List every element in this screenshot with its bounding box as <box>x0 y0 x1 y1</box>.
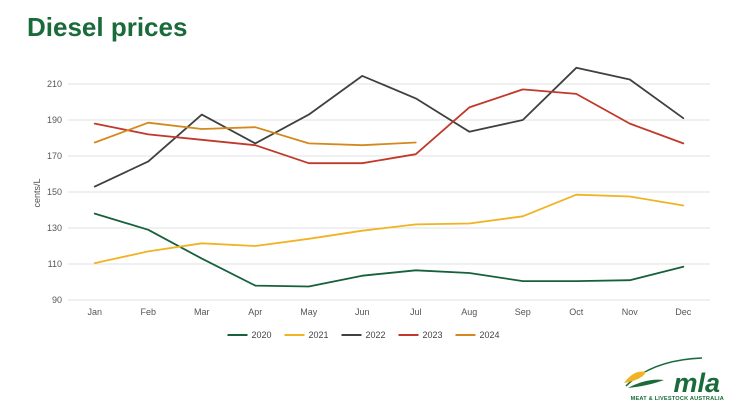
x-tick-label-may: May <box>300 307 318 317</box>
y-tick-label-170: 170 <box>47 151 62 161</box>
x-tick-label-jan: Jan <box>87 307 102 317</box>
series-line-2021 <box>93 193 685 265</box>
y-tick-label-90: 90 <box>52 295 62 305</box>
legend-item-2023: 2023 <box>398 330 443 340</box>
mla-wordmark: mla <box>673 368 720 398</box>
x-tick-label-aug: Aug <box>461 307 477 317</box>
x-tick-label-dec: Dec <box>675 307 692 317</box>
legend-label-2020: 2020 <box>252 330 272 340</box>
y-tick-label-150: 150 <box>47 187 62 197</box>
y-tick-label-110: 110 <box>48 259 62 269</box>
legend-label-2024: 2024 <box>480 330 500 340</box>
chart-series-lines <box>93 66 685 288</box>
x-tick-label-jul: Jul <box>410 307 422 317</box>
legend-label-2021: 2021 <box>309 330 329 340</box>
legend-item-2024: 2024 <box>455 330 500 340</box>
x-tick-label-feb: Feb <box>140 307 156 317</box>
y-tick-label-130: 130 <box>47 223 62 233</box>
series-line-2023 <box>93 88 685 165</box>
mla-logo-mark: mla <box>624 357 720 398</box>
legend-label-2023: 2023 <box>423 330 443 340</box>
mla-tagline: MEAT & LIVESTOCK AUSTRALIA <box>630 396 724 402</box>
series-line-2022 <box>93 66 685 188</box>
series-line-2024 <box>93 121 417 147</box>
legend-label-2022: 2022 <box>366 330 386 340</box>
mla-logo: mla MEAT & LIVESTOCK AUSTRALIA <box>612 356 724 408</box>
x-tick-label-oct: Oct <box>569 307 584 317</box>
y-tick-label-210: 210 <box>47 79 62 89</box>
y-axis-tick-labels: 90 110 130 150 170 190 210 <box>47 79 62 305</box>
x-tick-label-jun: Jun <box>355 307 370 317</box>
x-tick-label-sep: Sep <box>515 307 531 317</box>
legend-item-2020: 2020 <box>227 330 272 340</box>
y-tick-label-190: 190 <box>47 115 62 125</box>
legend-item-2022: 2022 <box>341 330 386 340</box>
x-axis-tick-labels: Jan Feb Mar Apr May Jun Jul Aug Sep Oct Nov Dec <box>87 307 691 317</box>
x-tick-label-apr: Apr <box>248 307 262 317</box>
chart-gridlines <box>68 83 710 301</box>
x-tick-label-nov: Nov <box>622 307 639 317</box>
page-title: Diesel prices <box>27 12 188 42</box>
y-axis-label: cents/L <box>32 178 42 207</box>
x-tick-label-mar: Mar <box>194 307 210 317</box>
chart-legend: 2020 2021 2022 2023 2024 <box>227 330 500 340</box>
legend-item-2021: 2021 <box>284 330 329 340</box>
series-line-2020 <box>93 212 685 288</box>
